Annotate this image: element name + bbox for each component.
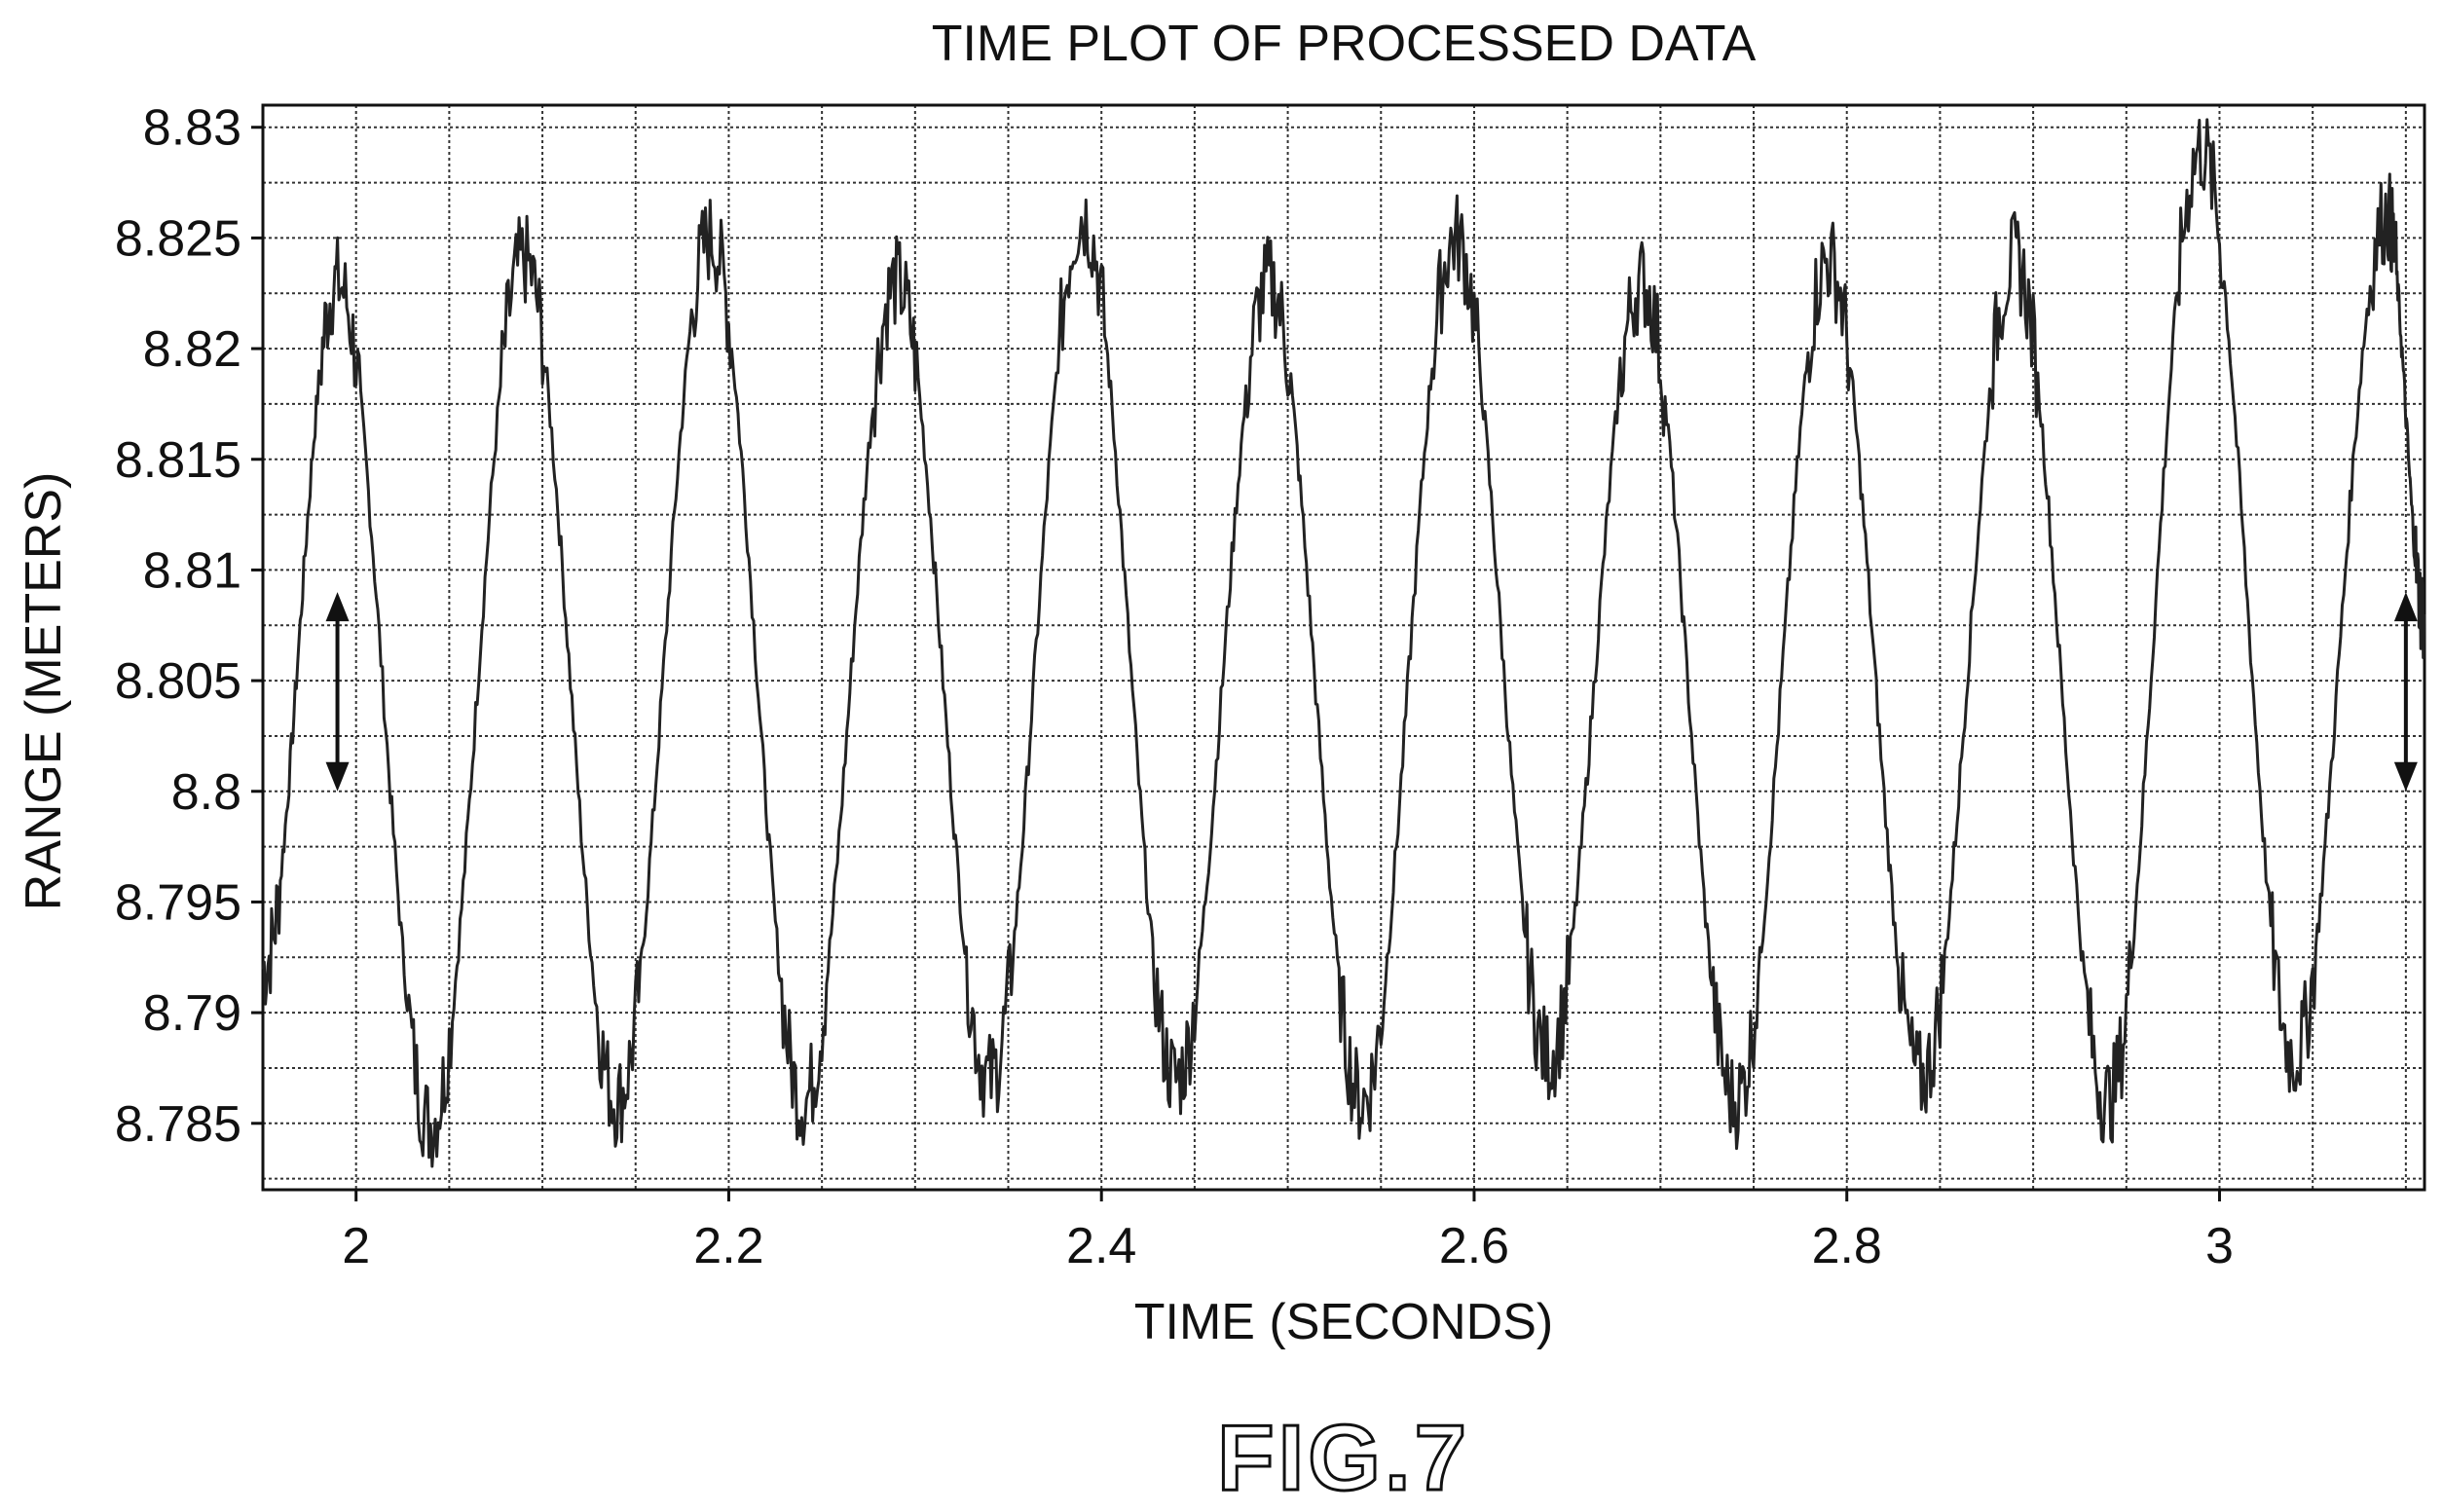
y-tick-label: 8.79 bbox=[143, 985, 241, 1042]
chart-annotations bbox=[325, 592, 2418, 792]
y-axis-ticks: 8.785 8.79 8.795 8.8 8.805 8.81 8.815 8.82 8.825… bbox=[115, 100, 263, 1153]
y-tick-label: 8.83 bbox=[143, 100, 241, 157]
double-arrow-annotation bbox=[325, 592, 350, 792]
y-tick-label: 8.805 bbox=[115, 653, 241, 710]
y-tick-label: 8.795 bbox=[115, 874, 241, 931]
x-axis-ticks: 2 2.2 2.4 2.6 2.8 3 bbox=[342, 1190, 2234, 1274]
series-line bbox=[261, 118, 2426, 1168]
y-tick-label: 8.825 bbox=[115, 210, 241, 267]
x-axis-label: TIME (SECONDS) bbox=[1134, 1294, 1553, 1350]
data-series bbox=[261, 118, 2426, 1168]
y-tick-label: 8.815 bbox=[115, 432, 241, 489]
x-tick-label: 2.4 bbox=[1066, 1218, 1136, 1274]
chart-title: TIME PLOT OF PROCESSED DATA bbox=[932, 16, 1757, 72]
y-axis-label: RANGE (METERS) bbox=[16, 472, 72, 911]
x-tick-label: 2.2 bbox=[693, 1218, 763, 1274]
y-tick-label: 8.8 bbox=[171, 764, 241, 821]
y-tick-label: 8.785 bbox=[115, 1096, 241, 1153]
x-tick-label: 2.8 bbox=[1812, 1218, 1882, 1274]
x-tick-label: 2 bbox=[342, 1218, 370, 1274]
x-tick-label: 3 bbox=[2205, 1218, 2234, 1274]
y-tick-label: 8.81 bbox=[143, 542, 241, 599]
y-tick-label: 8.82 bbox=[143, 321, 241, 378]
figure-label: FIG.7 bbox=[1217, 1406, 1470, 1510]
x-tick-label: 2.6 bbox=[1439, 1218, 1509, 1274]
double-arrow-annotation bbox=[2393, 592, 2418, 792]
